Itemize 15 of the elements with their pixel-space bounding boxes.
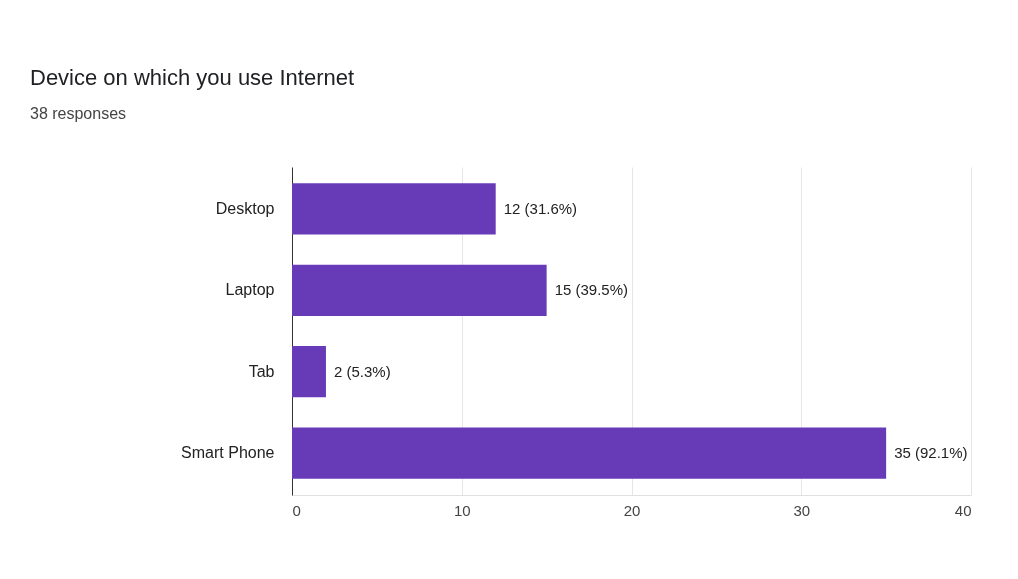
y-tick-label: Tab (248, 362, 275, 380)
x-tick-label: 30 (793, 501, 811, 519)
y-tick-label: Desktop (215, 199, 275, 217)
data-label: 12 (31.6%) (503, 199, 578, 217)
x-tick-label: 0 (292, 501, 301, 519)
data-label: 35 (92.1%) (894, 444, 968, 462)
x-tick-label: 40 (954, 501, 972, 519)
x-tick-label: 10 (453, 501, 471, 519)
data-label: 15 (39.5%) (554, 281, 628, 299)
x-tick-label: 20 (623, 501, 641, 519)
y-tick-label: Laptop (225, 281, 275, 299)
text: 38 responses (30, 105, 127, 122)
data-label: 2 (5.3%) (333, 362, 391, 380)
chart-title: Device on which you use Internet (30, 65, 355, 90)
y-tick-label: Smart Phone (181, 444, 275, 462)
